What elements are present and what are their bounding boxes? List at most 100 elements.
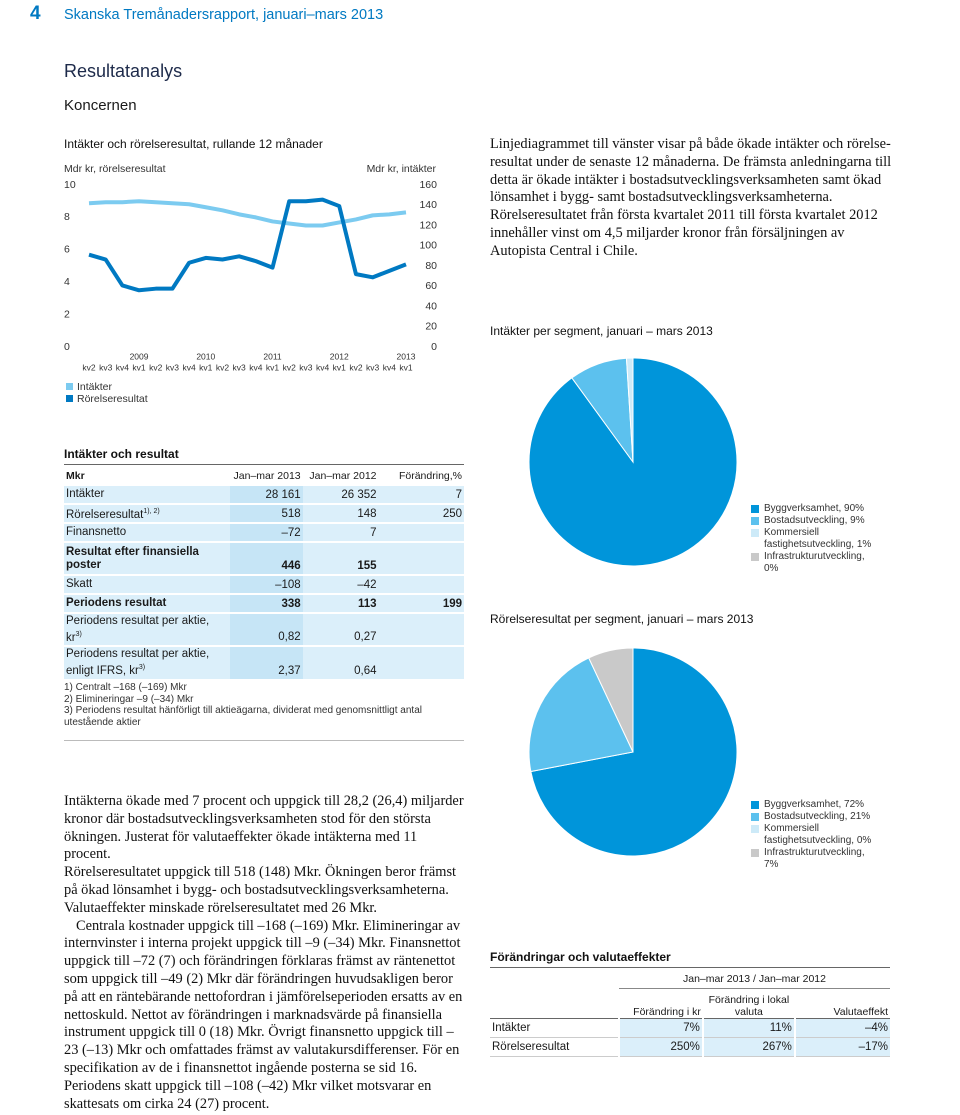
table-cell: –108 bbox=[229, 575, 303, 594]
column-header: Förändring,% bbox=[398, 469, 462, 482]
row-label: Resultat efter finansiella poster bbox=[64, 542, 230, 575]
page-number: 4 bbox=[30, 3, 41, 24]
table-cell: 113 bbox=[357, 598, 377, 610]
y2-axis-label: Mdr kr, intäkter bbox=[367, 163, 437, 175]
row-note: 3) bbox=[75, 630, 82, 638]
spacer bbox=[490, 970, 619, 988]
table-cell: 338 bbox=[229, 594, 303, 613]
x-tick-label: kv2 bbox=[149, 362, 163, 372]
table-header-row: Förändring i kr Förändring i lokal valuta… bbox=[490, 988, 890, 1018]
table-cell: 7% bbox=[618, 1018, 703, 1037]
table-cell: 11% bbox=[701, 1018, 795, 1037]
legend-swatch bbox=[751, 529, 759, 537]
footnote: 3) Periodens resultat hänförligt till ak… bbox=[64, 705, 422, 728]
table-row: Finansnetto –72 7 bbox=[64, 523, 464, 542]
pie-legend: Byggverksamhet, 72% Bostadsutveckling, 21… bbox=[751, 799, 881, 871]
y2-tick-label: 60 bbox=[425, 280, 437, 292]
footnote: 2) Elimineringar –9 (–34) Mkr bbox=[64, 693, 194, 705]
table-cell: 7 bbox=[455, 489, 462, 501]
table-cell: 267% bbox=[701, 1037, 795, 1056]
table-cell-empty bbox=[379, 575, 464, 594]
paragraph: Rörelseresultatet uppgick till 518 (148)… bbox=[64, 864, 457, 916]
row-label-text: Rörelseresultat bbox=[66, 508, 144, 521]
x-tick-label: kv3 bbox=[166, 362, 180, 372]
pie-slice bbox=[530, 647, 738, 857]
legend-swatch bbox=[751, 517, 759, 525]
table-cell: 446 bbox=[229, 542, 303, 575]
x-group-label: 2012 bbox=[330, 351, 349, 361]
x-tick-label: kv3 bbox=[99, 362, 113, 372]
column-header: Jan–mar 2012 bbox=[309, 469, 377, 482]
x-tick-label: kv4 bbox=[383, 362, 397, 372]
data-line bbox=[88, 199, 407, 228]
paragraph: Centrala kostnader uppgick till –168 (–1… bbox=[64, 917, 463, 1076]
table-row: Periodens resultat per aktie, kr3) 0,82 0,… bbox=[64, 613, 464, 646]
pie-legend: Byggverksamhet, 90% Bostadsutveckling, 9%… bbox=[751, 503, 881, 575]
table-cell: 148 bbox=[357, 508, 377, 520]
x-group-label: 2011 bbox=[263, 351, 282, 361]
table-cell: 2,37 bbox=[229, 646, 303, 679]
legend-entry: Infrastrukturutveckling, 0% bbox=[751, 551, 881, 575]
legend-swatch bbox=[751, 505, 759, 513]
legend-label: Intäkter bbox=[77, 381, 113, 393]
legend-swatch bbox=[66, 383, 73, 390]
legend-swatch bbox=[751, 813, 759, 821]
y-tick-label: 0 bbox=[64, 341, 70, 353]
data-line bbox=[88, 197, 407, 293]
column-header: Valutaeffekt bbox=[833, 1005, 888, 1018]
body-text: Intäkterna ökade med 7 procent och uppgi… bbox=[64, 793, 466, 1113]
table-cell: 0,82 bbox=[229, 613, 303, 646]
row-label: Periodens resultat bbox=[64, 594, 230, 613]
x-group-label: 2013 bbox=[397, 351, 416, 361]
results-table: Mkr Jan–mar 2013 Jan–mar 2012 Förändring,% I… bbox=[64, 467, 464, 679]
column-header: Jan–mar 2013 bbox=[233, 469, 301, 482]
legend-swatch bbox=[66, 395, 73, 402]
group-header-row: Jan–mar 2013 / Jan–mar 2012 bbox=[490, 970, 890, 989]
table-title: Intäkter och resultat bbox=[64, 447, 464, 465]
row-label-text: Intäkter bbox=[66, 488, 105, 500]
x-tick-label: kv2 bbox=[349, 362, 363, 372]
table-cell: –4% bbox=[793, 1018, 890, 1037]
x-tick-label: kv1 bbox=[399, 362, 413, 372]
table-cell: 518 bbox=[229, 504, 303, 523]
row-label: Periodens resultat per aktie, kr3) bbox=[64, 613, 230, 646]
legend-swatch bbox=[751, 801, 759, 809]
column-header: Förändring i lokal valuta bbox=[708, 993, 790, 1018]
x-tick-label: kv4 bbox=[316, 362, 330, 372]
row-label-text: Periodens resultat per aktie, kr bbox=[66, 614, 210, 644]
legend-label: Kommersiell fastighetsutveckling, 1% bbox=[764, 527, 872, 550]
x-tick-label: kv1 bbox=[199, 362, 213, 372]
fx-table: Jan–mar 2013 / Jan–mar 2012 Förändring i … bbox=[490, 970, 890, 1057]
table-cell: 199 bbox=[442, 598, 462, 610]
x-tick-label: kv2 bbox=[216, 362, 230, 372]
legend-label: Infrastrukturutveckling, 7% bbox=[764, 847, 865, 870]
legend-label: Rörelseresultat bbox=[77, 393, 148, 405]
y2-tick-label: 20 bbox=[425, 321, 437, 333]
table-cell: 0,64 bbox=[354, 665, 377, 677]
pie-slice bbox=[625, 357, 634, 463]
row-label: Rörelseresultat bbox=[492, 1040, 570, 1053]
table-title: Förändringar och valutaeffekter bbox=[490, 950, 890, 968]
y-tick-label: 8 bbox=[64, 211, 70, 223]
legend-entry: Byggverksamhet, 72% bbox=[751, 799, 881, 811]
table-cell: 250% bbox=[618, 1037, 703, 1056]
column-header: Mkr bbox=[66, 469, 85, 482]
x-tick-label: kv3 bbox=[233, 362, 247, 372]
table-cell-empty bbox=[379, 646, 464, 679]
row-label-text: Periodens resultat per aktie, enligt IFR… bbox=[66, 648, 210, 677]
x-tick-label: kv4 bbox=[116, 362, 130, 372]
section-title: Resultatanalys bbox=[64, 61, 183, 81]
legend-label: Byggverksamhet, 90% bbox=[764, 503, 865, 514]
table-cell: 26 352 bbox=[341, 489, 377, 501]
table-cell: –42 bbox=[357, 579, 377, 591]
pie-slice bbox=[588, 647, 634, 753]
column-header: Förändring i kr bbox=[633, 1005, 701, 1018]
row-label-text: Finansnetto bbox=[66, 526, 127, 538]
x-group-label: 2009 bbox=[130, 351, 149, 361]
table-row: Skatt –108 –42 bbox=[64, 575, 464, 594]
legend-entry: Kommersiell fastighetsutveckling, 0% bbox=[751, 823, 881, 847]
x-tick-label: kv2 bbox=[283, 362, 297, 372]
